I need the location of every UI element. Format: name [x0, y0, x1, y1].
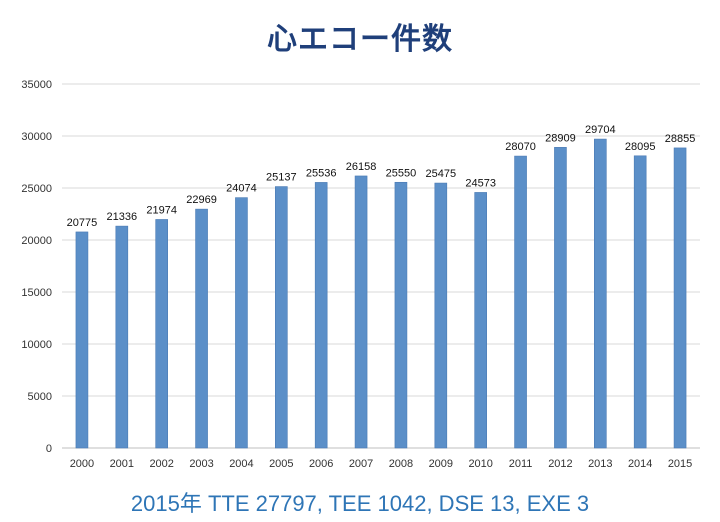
data-label-2006: 25536	[306, 167, 337, 179]
bar-2015	[673, 147, 687, 449]
x-tick-label-2002: 2002	[149, 458, 173, 470]
gridlines	[62, 83, 700, 449]
data-label-2002: 21974	[146, 204, 177, 216]
bar-2004	[235, 197, 248, 449]
bar-2012	[554, 147, 567, 449]
x-tick-label-2011: 2011	[509, 458, 533, 470]
x-tick-label-2001: 2001	[110, 458, 134, 470]
data-label-2005: 25137	[266, 172, 297, 184]
data-label-2009: 25475	[426, 168, 457, 180]
bar-2014	[633, 155, 647, 449]
data-labels: 20775 21336 21974 22969 24074 25137 25536 26158…	[67, 124, 696, 229]
y-tick-label: 25000	[21, 183, 52, 195]
x-axis-ticks: 2000 2001 2002 2003 2004 2005 2006 2007 2008 2009…	[70, 458, 693, 470]
bar-2013	[594, 138, 607, 449]
data-label-2010: 24573	[465, 177, 496, 189]
bar-2010	[474, 192, 487, 449]
y-tick-label: 5000	[28, 391, 52, 403]
x-tick-label-2015: 2015	[668, 458, 692, 470]
x-tick-label-2010: 2010	[468, 458, 492, 470]
data-label-2012: 28909	[545, 132, 576, 144]
bar-2005	[275, 186, 288, 449]
bar-2007	[354, 175, 368, 449]
data-label-2003: 22969	[186, 194, 217, 206]
x-tick-label-2000: 2000	[70, 458, 94, 470]
footer-note: 2015年 TTE 27797, TEE 1042, DSE 13, EXE 3	[130, 491, 590, 516]
x-tick-label-2003: 2003	[189, 458, 213, 470]
y-tick-label: 35000	[21, 79, 52, 91]
x-tick-label-2013: 2013	[588, 458, 612, 470]
y-tick-label: 15000	[21, 287, 52, 299]
data-label-2008: 25550	[386, 167, 417, 179]
bar-2006	[314, 182, 328, 449]
y-tick-label: 0	[46, 443, 52, 455]
y-tick-label: 20000	[21, 235, 52, 247]
data-label-2014: 28095	[625, 141, 656, 153]
x-tick-label-2006: 2006	[309, 458, 333, 470]
x-tick-label-2007: 2007	[349, 458, 373, 470]
x-tick-label-2004: 2004	[229, 458, 253, 470]
bar-2011	[514, 155, 527, 449]
bar-2001	[115, 225, 129, 449]
x-tick-label-2012: 2012	[548, 458, 572, 470]
bar-2002	[155, 219, 168, 449]
chart-title: 心エコー件数	[267, 22, 453, 57]
bar-2009	[434, 182, 448, 449]
y-axis-ticks: 0 5000 10000 15000 20000 25000 30000 35000	[21, 79, 52, 455]
data-label-2015: 28855	[665, 133, 696, 145]
x-tick-label-2008: 2008	[389, 458, 413, 470]
x-tick-label-2009: 2009	[429, 458, 453, 470]
bar-2008	[394, 181, 408, 449]
bar-2000	[75, 231, 89, 449]
data-label-2001: 21336	[107, 211, 138, 223]
data-label-2013: 29704	[585, 124, 616, 136]
y-tick-label: 30000	[21, 131, 52, 143]
bar-2003	[195, 208, 208, 449]
data-label-2000: 20775	[67, 217, 98, 229]
data-label-2011: 28070	[505, 141, 536, 153]
bars	[75, 138, 687, 449]
data-label-2004: 24074	[226, 183, 257, 195]
x-tick-label-2005: 2005	[269, 458, 293, 470]
x-tick-label-2014: 2014	[628, 458, 652, 470]
data-label-2007: 26158	[346, 161, 377, 173]
y-tick-label: 10000	[21, 339, 52, 351]
